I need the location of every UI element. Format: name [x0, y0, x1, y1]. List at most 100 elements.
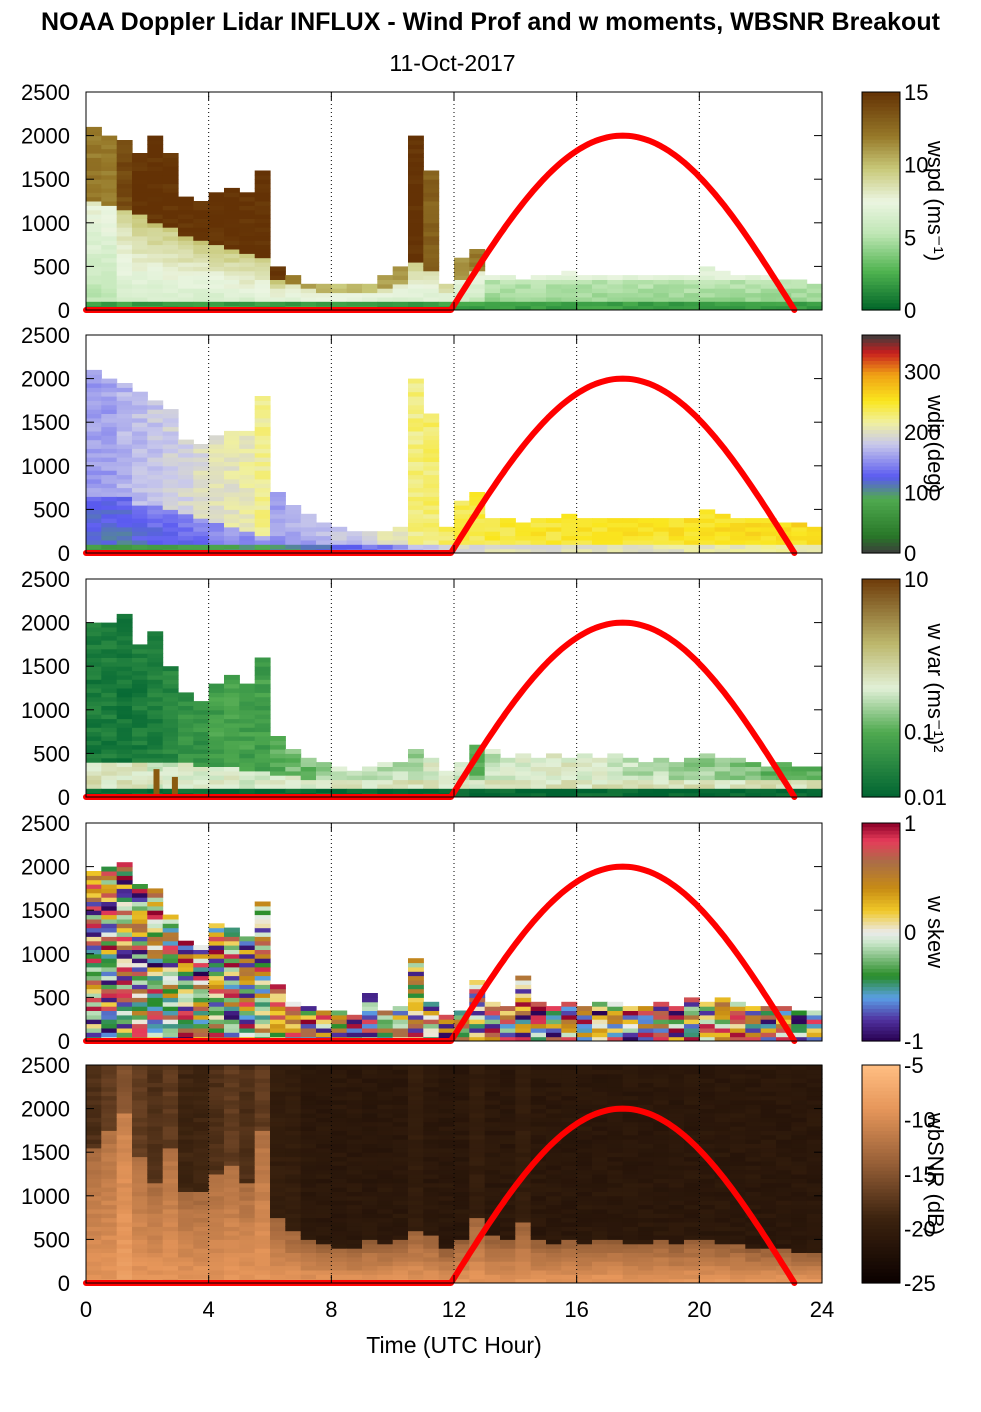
heatmap-cell — [760, 1019, 777, 1025]
heatmap-cell — [346, 1091, 363, 1097]
heatmap-cell — [254, 1086, 271, 1092]
heatmap-cell — [331, 292, 348, 298]
heatmap-cell — [730, 783, 746, 789]
heatmap-cell — [132, 192, 148, 198]
heatmap-cell — [116, 901, 133, 907]
heatmap-cell — [392, 779, 409, 785]
heatmap-cell — [316, 1091, 332, 1097]
heatmap-cell — [668, 1036, 685, 1042]
heatmap-cell — [254, 496, 271, 502]
heatmap-cell — [699, 753, 716, 759]
heatmap-cell — [116, 288, 133, 294]
heatmap-cell — [116, 644, 133, 650]
heatmap-cell — [316, 1261, 332, 1267]
heatmap-cell — [408, 1165, 424, 1171]
heatmap-cell — [469, 1222, 486, 1227]
heatmap-cell — [193, 535, 210, 541]
heatmap-cell — [132, 770, 148, 776]
heatmap-cell — [408, 766, 424, 772]
heatmap-cell — [392, 1019, 409, 1025]
heatmap-cell — [730, 1023, 746, 1029]
heatmap-cell — [745, 305, 762, 311]
heatmap-cell — [147, 505, 164, 510]
heatmap-cell — [392, 1099, 409, 1105]
heatmap-cell — [132, 201, 148, 206]
heatmap-cell — [346, 1239, 363, 1245]
heatmap-cell — [270, 1095, 286, 1101]
heatmap-cell — [484, 775, 501, 781]
heatmap-cell — [638, 539, 654, 545]
heatmap-cell — [576, 788, 593, 794]
heatmap-cell — [622, 779, 639, 785]
heatmap-cell — [208, 1195, 225, 1201]
heatmap-cell — [423, 522, 440, 528]
heatmap-cell — [377, 1091, 394, 1097]
heatmap-cell — [423, 266, 440, 272]
colorbar-segment — [862, 735, 900, 740]
heatmap-cell — [362, 283, 378, 289]
heatmap-cell — [745, 792, 762, 798]
heatmap-cell — [178, 993, 194, 998]
heatmap-cell — [546, 1187, 562, 1192]
heatmap-cell — [530, 1200, 547, 1206]
heatmap-cell — [208, 788, 225, 794]
heatmap-cell — [208, 292, 225, 298]
heatmap-cell — [224, 301, 240, 307]
heatmap-cell — [331, 1248, 348, 1253]
heatmap-cell — [791, 305, 808, 311]
colorbar-segment — [862, 906, 900, 911]
heatmap-cell — [346, 1213, 363, 1219]
heatmap-cell — [208, 975, 225, 981]
heatmap-cell — [224, 1006, 240, 1011]
heatmap-cell — [454, 279, 470, 285]
heatmap-cell — [86, 666, 102, 672]
colorbar-segment — [862, 161, 900, 166]
heatmap-cell — [132, 709, 148, 715]
heatmap-cell — [147, 444, 164, 449]
colorbar-segment — [862, 121, 900, 126]
heatmap-cell — [377, 1252, 394, 1258]
heatmap-cell — [101, 731, 118, 737]
heatmap-cell — [438, 1117, 455, 1123]
heatmap-cell — [346, 1217, 363, 1223]
heatmap-cell — [423, 288, 440, 294]
colorbar-segment — [862, 917, 900, 922]
y-tick-label: 2500 — [21, 323, 70, 348]
heatmap-cell — [745, 783, 762, 789]
colorbar-segment — [862, 924, 900, 929]
heatmap-cell — [101, 884, 118, 889]
heatmap-cell — [86, 413, 102, 419]
heatmap-cell — [224, 953, 240, 959]
heatmap-cell — [239, 783, 256, 789]
heatmap-cell — [101, 1147, 118, 1153]
heatmap-cell — [653, 539, 670, 545]
heatmap-cell — [484, 1143, 501, 1149]
heatmap-cell — [162, 448, 179, 454]
heatmap-cell — [254, 1032, 271, 1038]
heatmap-cell — [101, 500, 118, 506]
heatmap-cell — [254, 1160, 271, 1166]
heatmap-cell — [132, 753, 148, 759]
heatmap-cell — [285, 766, 302, 772]
heatmap-cell — [116, 888, 133, 894]
heatmap-cell — [193, 1104, 210, 1110]
heatmap-cell — [178, 1108, 194, 1114]
heatmap-cell — [515, 544, 532, 550]
heatmap-cell — [208, 1204, 225, 1210]
heatmap-cell — [224, 1086, 240, 1092]
heatmap-cell — [546, 1027, 562, 1033]
heatmap-cell — [208, 474, 225, 480]
solar-curve — [83, 619, 798, 800]
heatmap-cell — [86, 980, 102, 985]
heatmap-cell — [208, 262, 225, 267]
heatmap-cell — [86, 383, 102, 388]
heatmap-cell — [730, 544, 746, 550]
heatmap-cell — [147, 240, 164, 246]
heatmap-cell — [132, 509, 148, 515]
heatmap-cell — [484, 749, 501, 754]
heatmap-cell — [331, 1143, 348, 1149]
heatmap-cell — [224, 1130, 240, 1136]
heatmap-cell — [561, 531, 578, 537]
heatmap-cell — [132, 1191, 148, 1197]
heatmap-cell — [592, 1036, 608, 1042]
